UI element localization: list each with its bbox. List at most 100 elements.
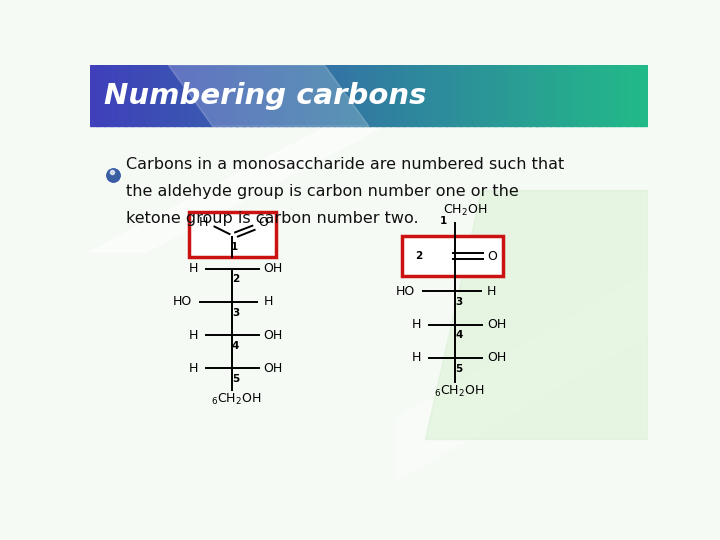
Bar — [495, 65, 503, 126]
Polygon shape — [425, 190, 648, 439]
Polygon shape — [168, 65, 369, 126]
Text: the aldehyde group is carbon number one or the: the aldehyde group is carbon number one … — [126, 184, 519, 199]
Bar — [181, 65, 189, 126]
Bar — [369, 65, 377, 126]
Bar — [571, 65, 580, 126]
Text: H: H — [412, 352, 421, 365]
Bar — [613, 65, 621, 126]
Bar — [376, 65, 384, 126]
Text: 2: 2 — [232, 274, 239, 285]
Bar — [481, 65, 489, 126]
Polygon shape — [90, 119, 397, 252]
Text: 1: 1 — [440, 215, 447, 226]
Bar — [279, 65, 287, 126]
Bar — [90, 65, 98, 126]
Bar — [188, 65, 196, 126]
Bar — [627, 65, 635, 126]
Bar — [111, 65, 119, 126]
Bar — [320, 65, 328, 126]
Bar — [487, 65, 495, 126]
Bar — [404, 65, 412, 126]
Text: OH: OH — [263, 362, 282, 375]
Bar — [271, 65, 279, 126]
Bar — [160, 65, 168, 126]
Bar — [529, 65, 538, 126]
Text: OH: OH — [487, 318, 507, 331]
Bar — [362, 65, 370, 126]
Text: OH: OH — [487, 352, 507, 365]
Bar — [578, 65, 586, 126]
Text: Numbering carbons: Numbering carbons — [104, 82, 426, 110]
Bar — [544, 65, 552, 126]
Text: H: H — [189, 262, 198, 275]
Text: 5: 5 — [455, 364, 462, 374]
Text: ketone group is carbon number two.: ketone group is carbon number two. — [126, 211, 419, 226]
Text: HO: HO — [396, 285, 415, 298]
Text: H: H — [189, 328, 198, 342]
Polygon shape — [397, 273, 648, 481]
Bar — [550, 65, 559, 126]
Bar — [341, 65, 349, 126]
Bar — [167, 65, 175, 126]
Text: OH: OH — [263, 328, 282, 342]
Bar — [438, 65, 447, 126]
Bar — [446, 65, 454, 126]
Bar — [411, 65, 419, 126]
Bar — [418, 65, 426, 126]
Text: 2: 2 — [415, 251, 423, 261]
Bar — [215, 65, 224, 126]
Bar — [174, 65, 181, 126]
Bar — [564, 65, 572, 126]
Bar — [251, 65, 258, 126]
Bar — [459, 65, 468, 126]
Text: 3: 3 — [455, 297, 462, 307]
Bar — [557, 65, 565, 126]
Bar — [402, 236, 503, 276]
Bar — [355, 65, 363, 126]
Bar — [348, 65, 356, 126]
Bar — [502, 65, 510, 126]
Bar — [194, 65, 203, 126]
Text: 4: 4 — [232, 341, 239, 351]
Bar — [327, 65, 336, 126]
Text: H: H — [412, 318, 421, 331]
Text: 4: 4 — [455, 330, 462, 341]
Bar — [634, 65, 642, 126]
Bar — [222, 65, 230, 126]
Bar — [593, 65, 600, 126]
Bar — [285, 65, 293, 126]
Text: H: H — [264, 295, 274, 308]
Bar — [243, 65, 251, 126]
Bar — [334, 65, 342, 126]
Bar — [390, 65, 398, 126]
Bar — [236, 65, 245, 126]
Text: O: O — [258, 217, 268, 230]
Bar — [153, 65, 161, 126]
Bar — [300, 65, 307, 126]
Bar — [585, 65, 593, 126]
Bar — [508, 65, 516, 126]
Bar — [313, 65, 321, 126]
Bar — [432, 65, 440, 126]
Bar — [264, 65, 272, 126]
Bar — [523, 65, 531, 126]
Bar — [599, 65, 607, 126]
Bar — [606, 65, 614, 126]
Text: O: O — [487, 249, 497, 262]
Text: HO: HO — [173, 295, 192, 308]
Text: 1: 1 — [230, 242, 238, 252]
Bar — [536, 65, 544, 126]
Text: H: H — [199, 217, 208, 230]
Bar — [292, 65, 300, 126]
Bar — [474, 65, 482, 126]
Text: 5: 5 — [232, 374, 239, 384]
Bar — [425, 65, 433, 126]
Bar — [230, 65, 238, 126]
Bar — [453, 65, 461, 126]
Bar — [132, 65, 140, 126]
Bar — [125, 65, 133, 126]
Bar — [306, 65, 315, 126]
Text: $_6$CH$_2$OH: $_6$CH$_2$OH — [433, 383, 484, 399]
Text: OH: OH — [263, 262, 282, 275]
Bar — [383, 65, 391, 126]
